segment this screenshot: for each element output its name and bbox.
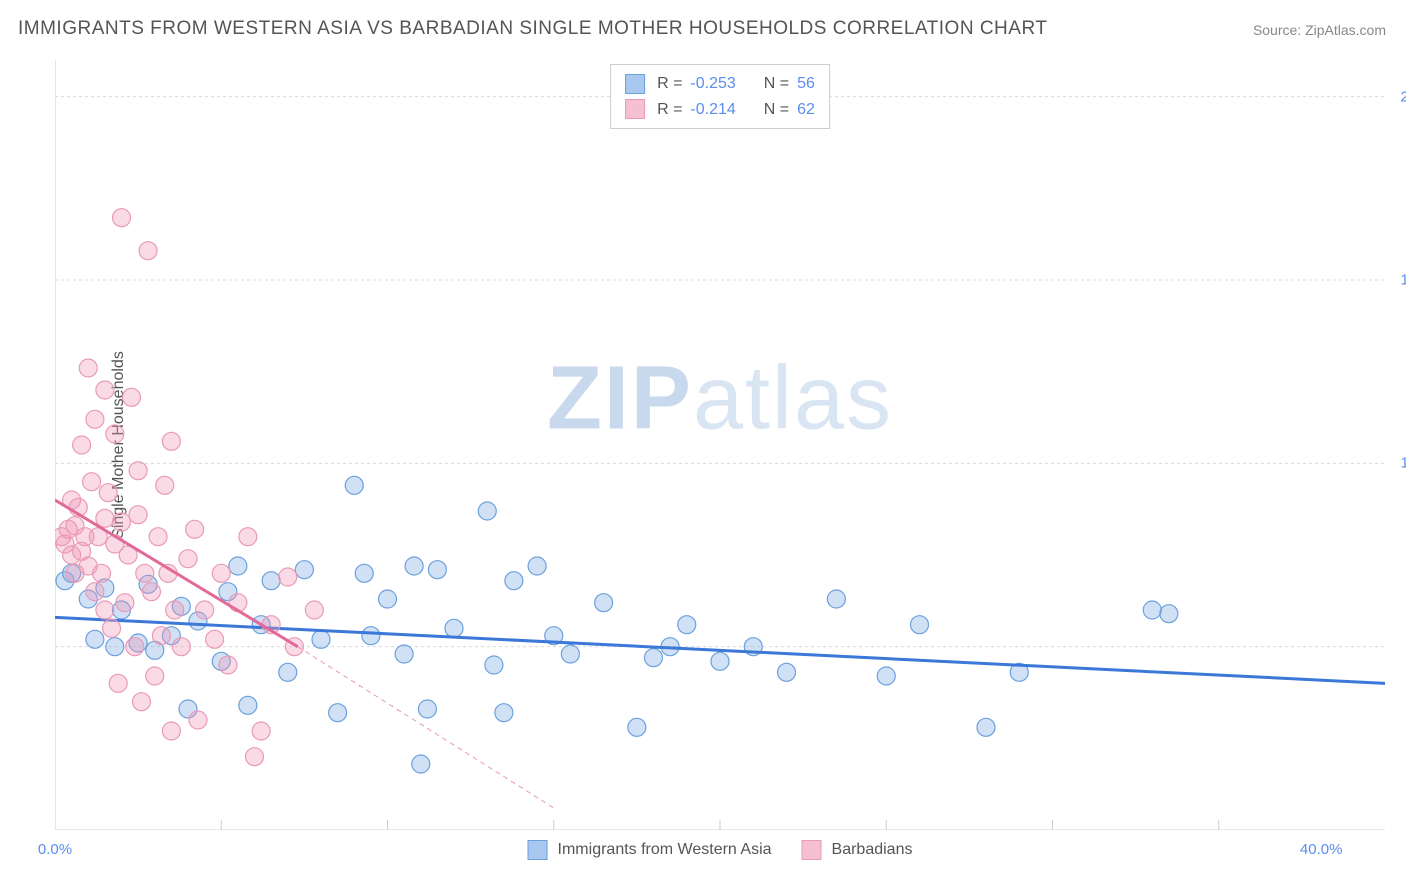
- stats-row-series-1: R = -0.253 N = 56: [625, 71, 815, 97]
- y-tick-label: 15.0%: [1400, 272, 1406, 289]
- legend-swatch-2: [802, 840, 822, 860]
- stats-r-label: R =: [657, 97, 682, 123]
- x-tick-label: 0.0%: [38, 841, 72, 858]
- stats-n-label: N =: [764, 97, 789, 123]
- stats-n-value-2: 62: [797, 97, 815, 123]
- legend-swatch-1: [528, 840, 548, 860]
- stats-n-label: N =: [764, 71, 789, 97]
- bottom-legend: Immigrants from Western Asia Barbadians: [528, 840, 913, 860]
- source-label: Source: ZipAtlas.com: [1253, 22, 1386, 38]
- y-tick-label: 20.0%: [1400, 88, 1406, 105]
- legend-label-1: Immigrants from Western Asia: [558, 841, 772, 859]
- stats-legend: R = -0.253 N = 56 R = -0.214 N = 62: [610, 64, 830, 129]
- chart-area: Single Mother Households ZIPatlas R = -0…: [55, 60, 1385, 830]
- x-tick-label: 40.0%: [1300, 841, 1343, 858]
- y-tick-label: 10.0%: [1400, 455, 1406, 472]
- stats-r-value-1: -0.253: [690, 71, 735, 97]
- stats-r-value-2: -0.214: [690, 97, 735, 123]
- legend-label-2: Barbadians: [832, 841, 913, 859]
- chart-title: IMMIGRANTS FROM WESTERN ASIA VS BARBADIA…: [18, 18, 1047, 40]
- swatch-series-1: [625, 74, 645, 94]
- stats-n-value-1: 56: [797, 71, 815, 97]
- legend-item-1: Immigrants from Western Asia: [528, 840, 772, 860]
- scatter-plot: [55, 60, 1385, 830]
- stats-r-label: R =: [657, 71, 682, 97]
- stats-row-series-2: R = -0.214 N = 62: [625, 97, 815, 123]
- swatch-series-2: [625, 99, 645, 119]
- legend-item-2: Barbadians: [802, 840, 913, 860]
